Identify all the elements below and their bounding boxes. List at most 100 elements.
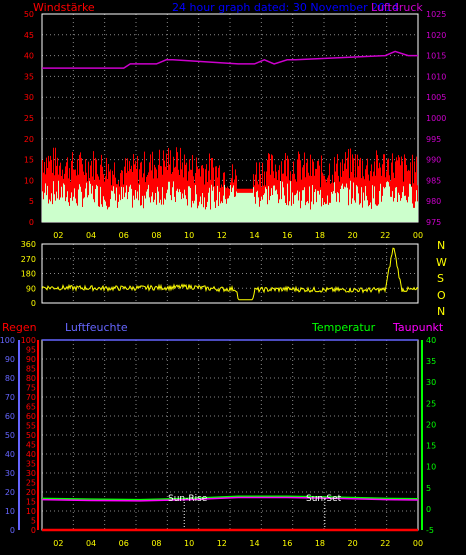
time-tick-label: 20 (348, 539, 358, 548)
temperature-tick-label: 20 (426, 420, 436, 429)
pressure-axis-label: Luftdruck (371, 1, 423, 14)
rain-tick-label: 100 (21, 336, 36, 345)
time-tick-label: 02 (53, 231, 63, 240)
rain-tick-label: 0 (31, 526, 36, 535)
rain-tick-label: 90 (26, 355, 36, 364)
temperature-line (41, 495, 419, 501)
time-tick-label: 20 (348, 231, 358, 240)
time-tick-label: 18 (315, 539, 325, 548)
time-tick-label: 06 (119, 539, 129, 548)
rain-tick-label: 55 (26, 422, 36, 431)
time-tick-label: 00 (413, 539, 423, 548)
compass-w: W (436, 256, 447, 269)
wind-tick-label: 15 (24, 156, 34, 165)
rain-tick-label: 20 (26, 488, 36, 497)
wind-tick-label: 30 (24, 93, 34, 102)
pressure-tick-label: 1010 (426, 72, 446, 81)
humidity-tick-label: 70 (5, 393, 15, 402)
humidity-tick-label: 60 (5, 412, 15, 421)
compass-s: S (437, 272, 444, 285)
time-tick-label: 14 (249, 231, 259, 240)
pressure-tick-label: 1005 (426, 93, 446, 102)
rain-tick-label: 95 (26, 346, 36, 355)
time-tick-label: 22 (380, 539, 390, 548)
sunset-label: Sun-Set (306, 494, 342, 504)
wind-tick-label: 25 (24, 114, 34, 123)
direction-tick-label: 90 (26, 284, 36, 293)
temperature-axis-label: Temperatur (311, 321, 376, 334)
rain-tick-label: 25 (26, 479, 36, 488)
time-tick-label: 02 (53, 539, 63, 548)
humidity-tick-label: 40 (5, 450, 15, 459)
wind-tick-label: 10 (24, 176, 34, 185)
pressure-line (42, 50, 418, 69)
humidity-tick-label: 0 (10, 526, 15, 535)
temperature-tick-label: 40 (426, 336, 436, 345)
humidity-tick-label: 30 (5, 469, 15, 478)
rain-tick-label: 75 (26, 384, 36, 393)
rain-tick-label: 15 (26, 498, 36, 507)
rain-tick-label: 45 (26, 441, 36, 450)
rain-tick-label: 70 (26, 393, 36, 402)
rain-axis-label: Regen (2, 321, 37, 334)
time-tick-label: 10 (184, 231, 194, 240)
temperature-tick-label: 0 (426, 505, 431, 514)
pressure-tick-label: 1000 (426, 114, 446, 123)
time-tick-label: 16 (282, 539, 292, 548)
wind-pressure-chart: 0510152025303540455097598098599099510001… (24, 10, 447, 240)
graph-title: 24 hour graph dated: 30 November 2014 (172, 1, 399, 14)
humidity-tick-label: 80 (5, 374, 15, 383)
temperature-tick-label: -5 (426, 526, 434, 535)
time-tick-label: 06 (119, 231, 129, 240)
time-tick-label: 14 (249, 539, 259, 548)
pressure-tick-label: 995 (426, 135, 441, 144)
pressure-tick-label: 1020 (426, 31, 446, 40)
pressure-tick-label: 1015 (426, 52, 446, 61)
direction-tick-label: 0 (31, 299, 36, 308)
rain-tick-label: 80 (26, 374, 36, 383)
plot-frame (41, 243, 419, 304)
rain-tick-label: 60 (26, 412, 36, 421)
direction-tick-label: 180 (21, 270, 36, 279)
humidity-tick-label: 100 (0, 336, 15, 345)
dewpoint-axis-label: Taupunkt (392, 321, 444, 334)
compass-n-bottom: N (437, 305, 445, 318)
direction-tick-label: 360 (21, 240, 36, 249)
wind-tick-label: 0 (29, 218, 34, 227)
time-tick-label: 16 (282, 231, 292, 240)
temperature-tick-label: 5 (426, 484, 431, 493)
direction-line (41, 247, 419, 301)
rain-humidity-temperature-chart: 0102030405060708090100051015202530354045… (0, 336, 436, 548)
temperature-tick-label: 10 (426, 463, 436, 472)
temperature-tick-label: 25 (426, 399, 436, 408)
time-tick-label: 10 (184, 539, 194, 548)
wind-tick-label: 45 (24, 31, 34, 40)
rain-tick-label: 40 (26, 450, 36, 459)
time-tick-label: 22 (380, 231, 390, 240)
wind-tick-label: 20 (24, 135, 34, 144)
humidity-tick-label: 10 (5, 507, 15, 516)
temperature-tick-label: 15 (426, 442, 436, 451)
pressure-tick-label: 980 (426, 197, 441, 206)
pressure-tick-label: 1025 (426, 10, 446, 19)
wind-tick-label: 5 (29, 197, 34, 206)
time-tick-label: 08 (151, 231, 161, 240)
rain-tick-label: 50 (26, 431, 36, 440)
rain-tick-label: 65 (26, 403, 36, 412)
rain-tick-label: 85 (26, 365, 36, 374)
rain-tick-label: 30 (26, 469, 36, 478)
wind-tick-label: 50 (24, 10, 34, 19)
pressure-tick-label: 975 (426, 218, 441, 227)
rain-tick-label: 35 (26, 460, 36, 469)
wind-tick-label: 40 (24, 52, 34, 61)
time-tick-label: 12 (217, 539, 227, 548)
rain-tick-label: 5 (31, 517, 36, 526)
time-tick-label: 00 (413, 231, 423, 240)
time-tick-label: 04 (86, 539, 96, 548)
pressure-tick-label: 985 (426, 176, 441, 185)
wind-tick-label: 35 (24, 72, 34, 81)
pressure-tick-label: 990 (426, 156, 441, 165)
humidity-axis-label: Luftfeuchte (65, 321, 128, 334)
time-tick-label: 04 (86, 231, 96, 240)
direction-tick-label: 270 (21, 255, 36, 264)
